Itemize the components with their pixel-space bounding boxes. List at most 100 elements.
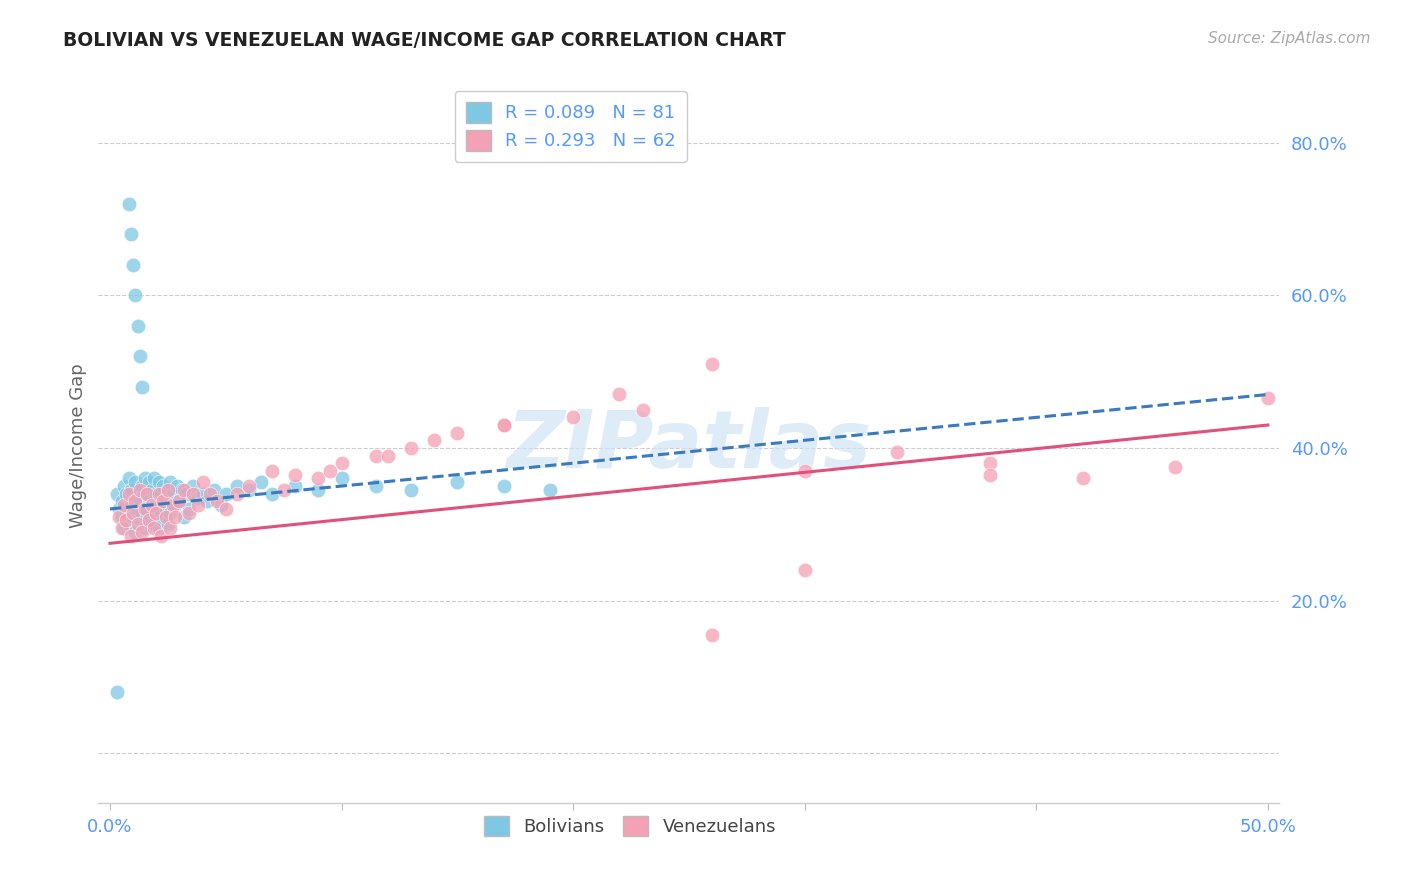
Point: [105, 486, 128, 500]
Point: [273, 483, 295, 497]
Point: [134, 471, 156, 485]
Point: [138, 513, 160, 527]
Text: Source: ZipAtlas.com: Source: ZipAtlas.com: [1208, 31, 1371, 46]
Point: [700, 628, 723, 642]
Point: [209, 498, 232, 512]
Point: [162, 498, 184, 512]
Point: [149, 529, 172, 543]
Point: [191, 475, 214, 490]
Point: [117, 517, 139, 532]
Point: [110, 521, 132, 535]
Point: [138, 513, 160, 527]
Point: [124, 524, 146, 539]
Point: [205, 494, 228, 508]
Point: [120, 483, 142, 497]
Point: [330, 456, 353, 470]
Point: [122, 509, 145, 524]
Point: [129, 483, 152, 497]
Point: [105, 685, 128, 699]
Point: [979, 467, 1001, 482]
Point: [156, 483, 179, 497]
Point: [886, 444, 908, 458]
Point: [492, 479, 515, 493]
Point: [169, 494, 191, 508]
Point: [145, 506, 167, 520]
Point: [979, 456, 1001, 470]
Point: [183, 479, 205, 493]
Point: [163, 509, 186, 524]
Point: [262, 464, 284, 478]
Point: [159, 521, 181, 535]
Point: [173, 509, 195, 524]
Point: [284, 467, 307, 482]
Point: [131, 506, 153, 520]
Point: [145, 502, 167, 516]
Point: [122, 258, 145, 272]
Point: [148, 486, 170, 500]
Point: [120, 529, 142, 543]
Point: [423, 434, 446, 448]
Point: [170, 483, 193, 497]
Point: [307, 471, 329, 485]
Point: [195, 494, 218, 508]
Point: [155, 491, 177, 505]
Point: [1071, 471, 1094, 485]
Point: [122, 506, 145, 520]
Point: [134, 521, 156, 535]
Point: [136, 486, 159, 500]
Point: [492, 417, 515, 432]
Point: [124, 475, 146, 490]
Point: [110, 509, 132, 524]
Point: [399, 483, 422, 497]
Point: [143, 521, 166, 535]
Point: [156, 483, 179, 497]
Point: [366, 449, 388, 463]
Point: [122, 494, 145, 508]
Point: [141, 483, 163, 497]
Point: [145, 486, 167, 500]
Point: [129, 491, 152, 505]
Point: [112, 479, 135, 493]
Point: [143, 471, 166, 485]
Text: BOLIVIAN VS VENEZUELAN WAGE/INCOME GAP CORRELATION CHART: BOLIVIAN VS VENEZUELAN WAGE/INCOME GAP C…: [63, 31, 786, 50]
Point: [215, 486, 238, 500]
Point: [202, 483, 225, 497]
Point: [127, 318, 149, 333]
Point: [166, 479, 188, 493]
Point: [198, 486, 221, 500]
Point: [446, 475, 468, 490]
Point: [155, 509, 177, 524]
Point: [149, 506, 172, 520]
Point: [138, 475, 160, 490]
Point: [152, 479, 174, 493]
Point: [115, 486, 138, 500]
Point: [187, 491, 209, 505]
Point: [148, 475, 170, 490]
Point: [155, 502, 177, 516]
Point: [631, 402, 654, 417]
Point: [183, 486, 205, 500]
Point: [148, 521, 170, 535]
Point: [117, 471, 139, 485]
Point: [262, 486, 284, 500]
Point: [149, 486, 172, 500]
Y-axis label: Wage/Income Gap: Wage/Income Gap: [69, 364, 87, 528]
Point: [330, 471, 353, 485]
Point: [538, 483, 561, 497]
Point: [319, 464, 342, 478]
Point: [136, 502, 159, 516]
Point: [307, 483, 329, 497]
Point: [238, 483, 260, 497]
Point: [129, 349, 152, 363]
Point: [110, 494, 132, 508]
Point: [176, 486, 198, 500]
Point: [162, 486, 184, 500]
Point: [124, 288, 146, 302]
Point: [152, 513, 174, 527]
Point: [177, 502, 200, 516]
Point: [129, 513, 152, 527]
Point: [131, 479, 153, 493]
Point: [700, 357, 723, 371]
Point: [238, 479, 260, 493]
Point: [793, 563, 815, 577]
